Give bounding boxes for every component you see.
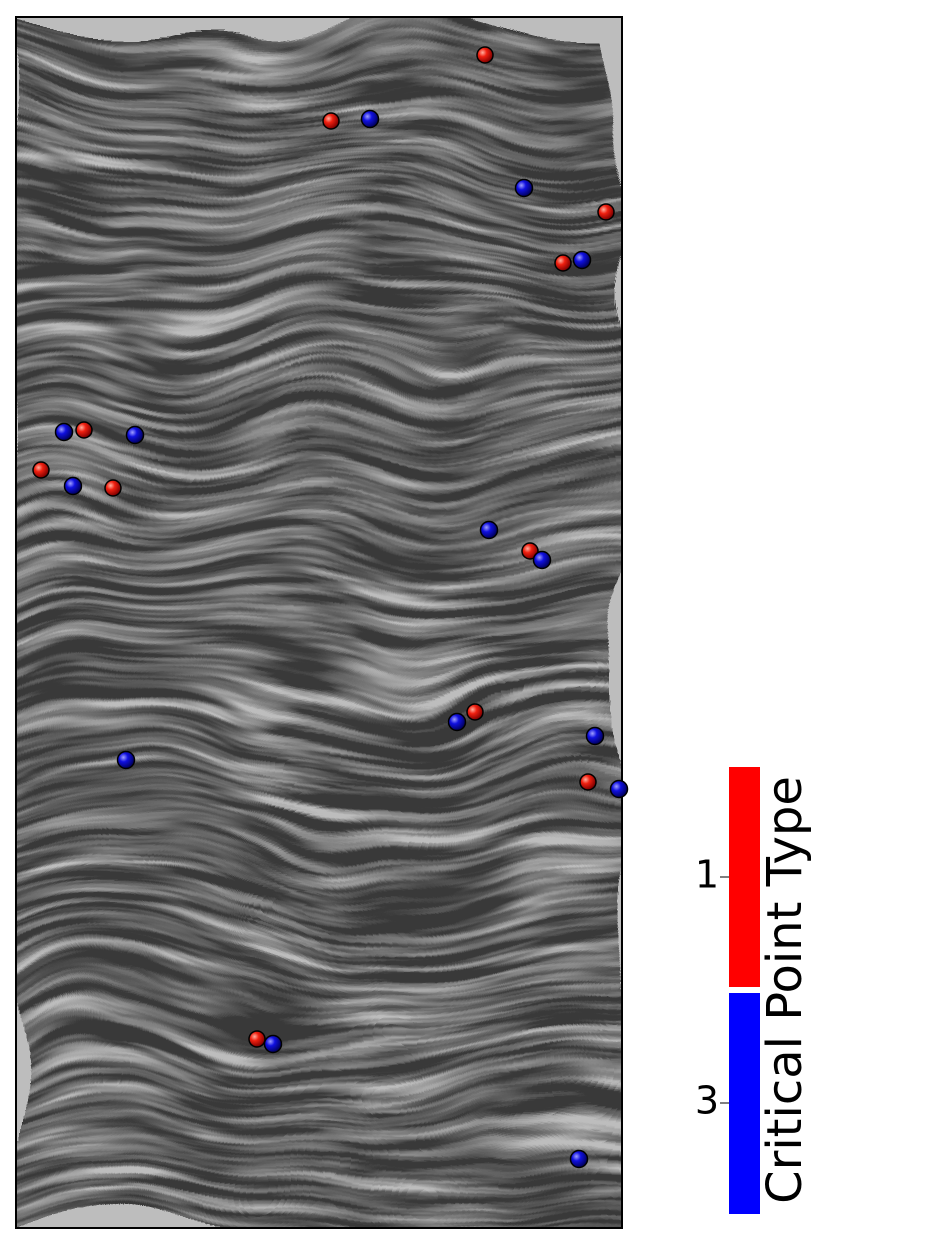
legend-label: 1 [695,853,719,897]
critical-point [569,1149,589,1169]
critical-point [609,779,629,799]
critical-point [75,421,93,439]
legend-label: 3 [695,1079,719,1123]
critical-point [466,703,484,721]
critical-point [104,479,122,497]
critical-point [125,425,145,445]
critical-point [532,550,552,570]
critical-point [514,178,534,198]
critical-point [521,542,539,560]
critical-point [479,520,499,540]
critical-point [263,1034,283,1054]
critical-point [597,203,615,221]
critical-point [116,750,136,770]
field-frame [15,16,623,1229]
legend-swatch [729,767,760,987]
critical-point [63,476,83,496]
field-texture [16,17,622,1228]
critical-point [579,773,597,791]
critical-point [585,726,605,746]
flow-field [15,16,623,1229]
critical-point [476,46,494,64]
legend: 1 3 Critical Point Type [695,767,813,1214]
legend-swatch [729,993,760,1214]
critical-points [32,46,629,1169]
critical-point [54,422,74,442]
legend-title: Critical Point Type [757,776,813,1204]
critical-point [554,254,572,272]
critical-point [322,112,340,130]
critical-point [248,1030,266,1048]
critical-point [32,461,50,479]
critical-point [360,109,380,129]
critical-point [447,712,467,732]
critical-point [572,250,592,270]
